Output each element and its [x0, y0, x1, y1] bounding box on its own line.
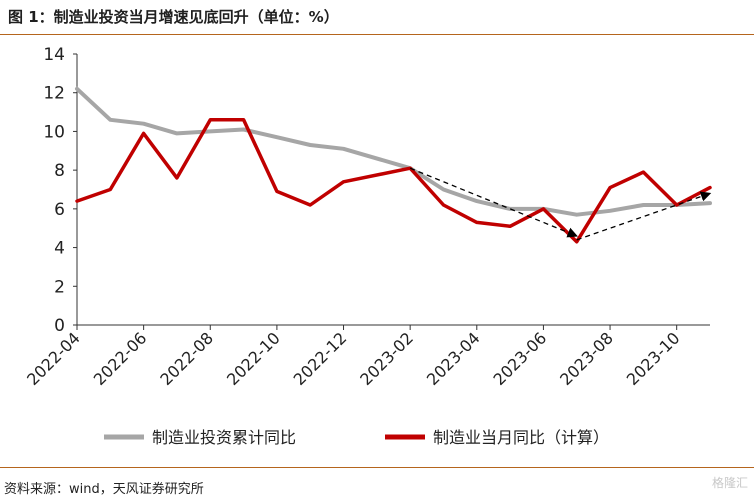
y-tick-label: 10 [43, 122, 65, 142]
footer-divider [0, 467, 754, 468]
series-line-monthly [75, 118, 712, 244]
y-tick-label: 12 [43, 84, 65, 104]
source-note: 资料来源：wind，天风证券研究所 [4, 482, 204, 497]
series-line-cumulative [75, 86, 712, 217]
x-tick-label: 2023-10 [623, 328, 684, 389]
y-tick-label: 14 [43, 45, 65, 65]
legend-label: 制造业投资累计同比 [152, 428, 296, 447]
legend: 制造业投资累计同比 制造业当月同比（计算） [104, 428, 609, 447]
y-tick-label: 6 [54, 200, 65, 220]
y-tick-label: 8 [54, 161, 65, 181]
x-tick-label: 2022-08 [156, 328, 217, 389]
x-tick-label: 2023-04 [423, 328, 484, 389]
y-tick-label: 4 [54, 239, 65, 259]
x-tick-label: 2022-04 [23, 328, 84, 389]
y-tick-label: 2 [54, 277, 65, 297]
x-tick-label: 2022-06 [90, 328, 151, 389]
y-tick-label: 0 [54, 316, 65, 336]
annotations [409, 167, 712, 241]
legend-label: 制造业当月同比（计算） [433, 428, 609, 447]
chart-title: 图 1：制造业投资当月增速见底回升（单位：%） [8, 8, 339, 26]
series-lines [75, 86, 712, 244]
trend-arrow [409, 167, 578, 238]
x-tick-label: 2022-10 [223, 328, 284, 389]
watermark: 格隆汇 [711, 476, 748, 490]
x-tick-label: 2023-02 [356, 328, 417, 389]
x-tick-label: 2022-12 [290, 328, 351, 389]
trend-arrow [576, 191, 712, 241]
title-divider [0, 34, 754, 35]
x-tick-label: 2023-06 [490, 328, 551, 389]
x-tick-label: 2023-08 [556, 328, 617, 389]
